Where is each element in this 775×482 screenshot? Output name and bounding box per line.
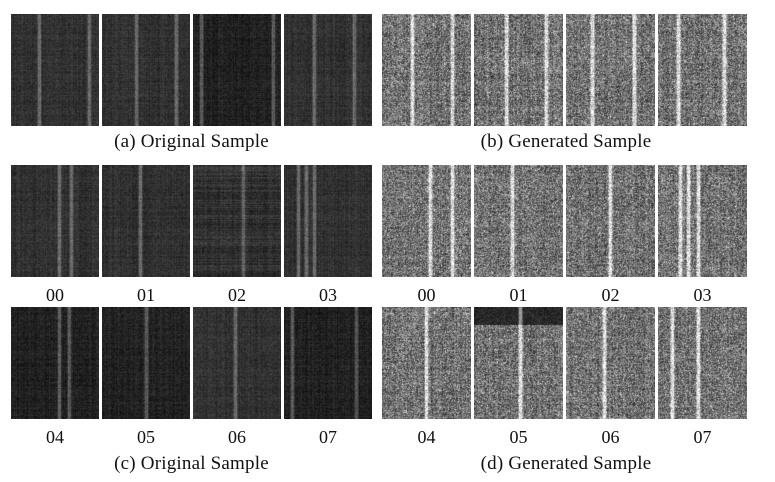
panel-c-image-02 [193, 165, 281, 277]
panel-d-label-01: 01 [474, 285, 563, 306]
panel-c-image-00 [11, 165, 99, 277]
panel-d-tile-row-2 [382, 307, 747, 419]
panel-d-image-02 [566, 165, 655, 277]
panel-c-image-05 [102, 307, 190, 419]
panel-d-image-00 [382, 165, 471, 277]
panel-d-label-03: 03 [658, 285, 747, 306]
panel-a-caption: (a) Original Sample [11, 131, 372, 153]
panel-d-label-04: 04 [382, 427, 471, 448]
panel-b-caption: (b) Generated Sample [382, 131, 750, 153]
panel-c-label-06: 06 [193, 427, 281, 448]
panel-c-image-01 [102, 165, 190, 277]
panel-d-label-05: 05 [474, 427, 563, 448]
panel-c-image-03 [284, 165, 372, 277]
panel-a-tile-row [11, 14, 372, 126]
panel-c-label-04: 04 [11, 427, 99, 448]
panel-a-image-4 [284, 14, 372, 126]
panel-b-tile-row [382, 14, 747, 126]
panel-c-caption: (c) Original Sample [11, 453, 372, 475]
panel-a-image-3 [193, 14, 281, 126]
panel-c-image-06 [193, 307, 281, 419]
panel-b-image-1 [382, 14, 471, 126]
panel-b-image-3 [566, 14, 655, 126]
panel-d-image-03 [658, 165, 747, 277]
panel-d-image-07 [658, 307, 747, 419]
panel-c-label-07: 07 [284, 427, 372, 448]
panel-d-label-06: 06 [566, 427, 655, 448]
panel-b-image-4 [658, 14, 747, 126]
panel-c-label-05: 05 [102, 427, 190, 448]
panel-a-image-2 [102, 14, 190, 126]
panel-d-caption: (d) Generated Sample [382, 453, 750, 475]
panel-c-image-04 [11, 307, 99, 419]
panel-d-label-00: 00 [382, 285, 471, 306]
panel-c-tile-row-2 [11, 307, 372, 419]
panel-c-image-07 [284, 307, 372, 419]
panel-c-label-00: 00 [11, 285, 99, 306]
panel-d-image-04 [382, 307, 471, 419]
panel-c-label-03: 03 [284, 285, 372, 306]
panel-c-tile-row-1 [11, 165, 372, 277]
panel-b-image-2 [474, 14, 563, 126]
panel-a-image-1 [11, 14, 99, 126]
panel-d-image-05 [474, 307, 563, 419]
panel-c-label-02: 02 [193, 285, 281, 306]
panel-d-tile-row-1 [382, 165, 747, 277]
panel-d-label-07: 07 [658, 427, 747, 448]
panel-d-label-02: 02 [566, 285, 655, 306]
panel-d-image-01 [474, 165, 563, 277]
panel-c-label-01: 01 [102, 285, 190, 306]
panel-d-image-06 [566, 307, 655, 419]
